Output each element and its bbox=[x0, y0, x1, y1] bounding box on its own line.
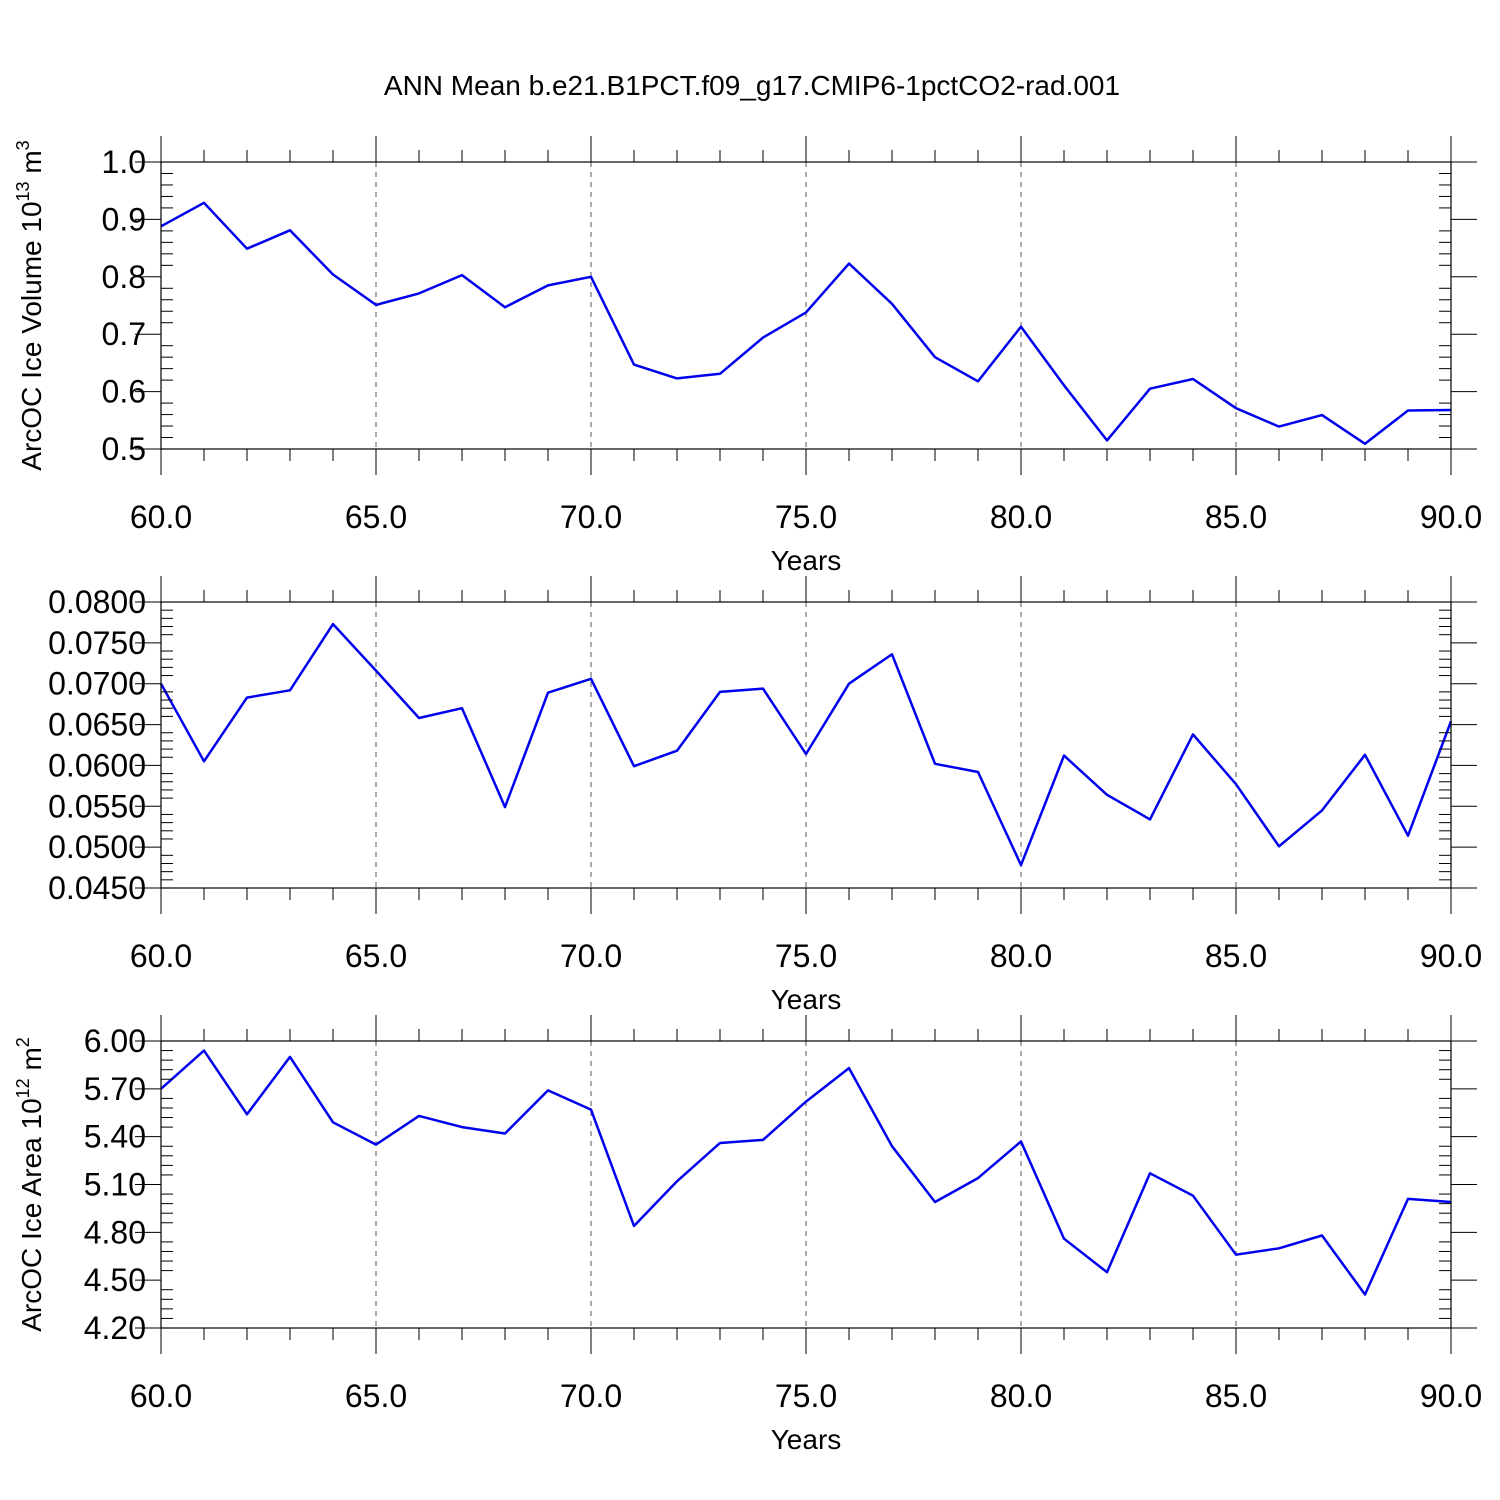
y-tick-label: 0.0650 bbox=[48, 707, 146, 743]
panel-3: 60.0 65.0 70.0 75.0 80.0 85.0 90.0 4.20 4.50 4.80… bbox=[13, 1015, 1482, 1455]
x-tick-label: 80.0 bbox=[990, 499, 1052, 535]
y-axis-title: ArcOC Ice Area 1012 m2 bbox=[13, 1037, 47, 1332]
y-tick-label: 4.80 bbox=[84, 1214, 146, 1250]
series-line bbox=[160, 1049, 1452, 1296]
x-axis-title: Years bbox=[771, 1424, 842, 1455]
x-tick-label: 90.0 bbox=[1420, 1378, 1482, 1414]
y-tick-label: 0.0500 bbox=[48, 829, 146, 865]
y-axis-title-text: ArcOC Ice Volume 10 bbox=[16, 201, 47, 470]
x-tick-label: 65.0 bbox=[345, 1378, 407, 1414]
panel-1: 60.0 65.0 70.0 75.0 80.0 85.0 90.0 0.5 0.6 0.7 0.8… bbox=[13, 136, 1482, 576]
y-tick-label: 0.0550 bbox=[48, 788, 146, 824]
x-tick-label: 80.0 bbox=[990, 1378, 1052, 1414]
x-tick-label: 70.0 bbox=[560, 938, 622, 974]
y-tick-label: 0.0600 bbox=[48, 747, 146, 783]
y-axis-title-unit: m bbox=[16, 150, 47, 181]
y-tick-label: 0.0800 bbox=[48, 584, 146, 620]
series-line bbox=[159, 622, 1453, 867]
panel-2: 60.0 65.0 70.0 75.0 80.0 85.0 90.0 0.0450 0.0500… bbox=[48, 576, 1482, 1015]
y-axis-title: ArcOC Ice Volume 1013 m3 bbox=[13, 140, 47, 470]
x-tick-label: 60.0 bbox=[130, 938, 192, 974]
y-axis-title-unit: m bbox=[16, 1047, 47, 1078]
y-tick-label: 6.00 bbox=[84, 1023, 146, 1059]
y-tick-label: 5.40 bbox=[84, 1119, 146, 1155]
series-line bbox=[160, 201, 1452, 446]
x-tick-label: 85.0 bbox=[1205, 499, 1267, 535]
y-axis-title-text: ArcOC Ice Area 10 bbox=[16, 1098, 47, 1331]
y-tick-label: 0.5 bbox=[102, 431, 146, 467]
figure-title: ANN Mean b.e21.B1PCT.f09_g17.CMIP6-1pctC… bbox=[384, 70, 1120, 101]
y-axis-title-unit-exponent: 3 bbox=[13, 140, 33, 150]
y-tick-label: 0.6 bbox=[102, 374, 146, 410]
panels: 60.0 65.0 70.0 75.0 80.0 85.0 90.0 0.5 0.6 0.7 0.8… bbox=[13, 136, 1482, 1455]
x-tick-label: 70.0 bbox=[560, 499, 622, 535]
y-tick-label: 0.0700 bbox=[48, 666, 146, 702]
y-tick-label: 5.10 bbox=[84, 1167, 146, 1203]
y-tick-label: 0.0750 bbox=[48, 625, 146, 661]
x-tick-label: 80.0 bbox=[990, 938, 1052, 974]
x-tick-label: 75.0 bbox=[775, 499, 837, 535]
x-tick-label: 90.0 bbox=[1420, 499, 1482, 535]
y-tick-label: 0.7 bbox=[102, 316, 146, 352]
y-axis-title-exponent: 13 bbox=[13, 181, 33, 201]
x-tick-label: 75.0 bbox=[775, 1378, 837, 1414]
x-axis-title: Years bbox=[771, 984, 842, 1015]
y-tick-label: 0.0450 bbox=[48, 870, 146, 906]
y-axis-title-exponent: 12 bbox=[13, 1078, 33, 1098]
x-tick-label: 60.0 bbox=[130, 1378, 192, 1414]
x-tick-label: 65.0 bbox=[345, 499, 407, 535]
y-tick-label: 5.70 bbox=[84, 1071, 146, 1107]
y-axis-title-unit-exponent: 2 bbox=[13, 1037, 33, 1047]
x-tick-label: 90.0 bbox=[1420, 938, 1482, 974]
y-tick-label: 4.50 bbox=[84, 1262, 146, 1298]
y-tick-label: 1.0 bbox=[102, 144, 146, 180]
x-tick-label: 75.0 bbox=[775, 938, 837, 974]
x-axis-title: Years bbox=[771, 545, 842, 576]
y-tick-label: 0.8 bbox=[102, 259, 146, 295]
y-tick-label: 0.9 bbox=[102, 201, 146, 237]
x-tick-label: 85.0 bbox=[1205, 938, 1267, 974]
x-tick-label: 65.0 bbox=[345, 938, 407, 974]
x-tick-label: 85.0 bbox=[1205, 1378, 1267, 1414]
y-tick-label: 4.20 bbox=[84, 1310, 146, 1346]
x-tick-label: 70.0 bbox=[560, 1378, 622, 1414]
x-tick-label: 60.0 bbox=[130, 499, 192, 535]
